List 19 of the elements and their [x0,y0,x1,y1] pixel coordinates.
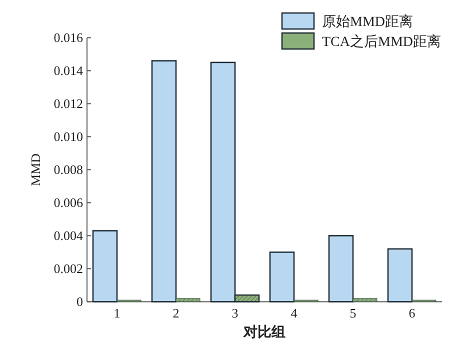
y-tick-label: 0.010 [54,129,83,144]
x-tick-label: 4 [290,306,298,321]
y-axis-title: MMD [28,153,43,186]
y-tick-label: 0.016 [54,30,84,46]
x-tick-label: 6 [408,306,416,321]
x-tick-label: 3 [232,306,238,321]
y-tick-label: 0.014 [54,63,84,78]
legend-label: 原始MMD距离 [322,14,414,30]
x-tick-label: 5 [350,306,356,321]
y-tick-label: 0.008 [54,162,83,178]
y-tick-label: 0.002 [54,261,83,276]
y-tick-label: 0.004 [54,228,84,244]
x-axis-title: 对比组 [242,324,286,341]
y-tick-label: 0.012 [54,96,83,112]
y-tick-label: 0 [76,294,83,310]
y-tick-label: 0.006 [54,195,84,210]
x-tick-label: 1 [114,306,120,321]
x-tick-label: 2 [172,306,180,321]
legend-label: TCA之后MMD距离 [322,34,442,50]
